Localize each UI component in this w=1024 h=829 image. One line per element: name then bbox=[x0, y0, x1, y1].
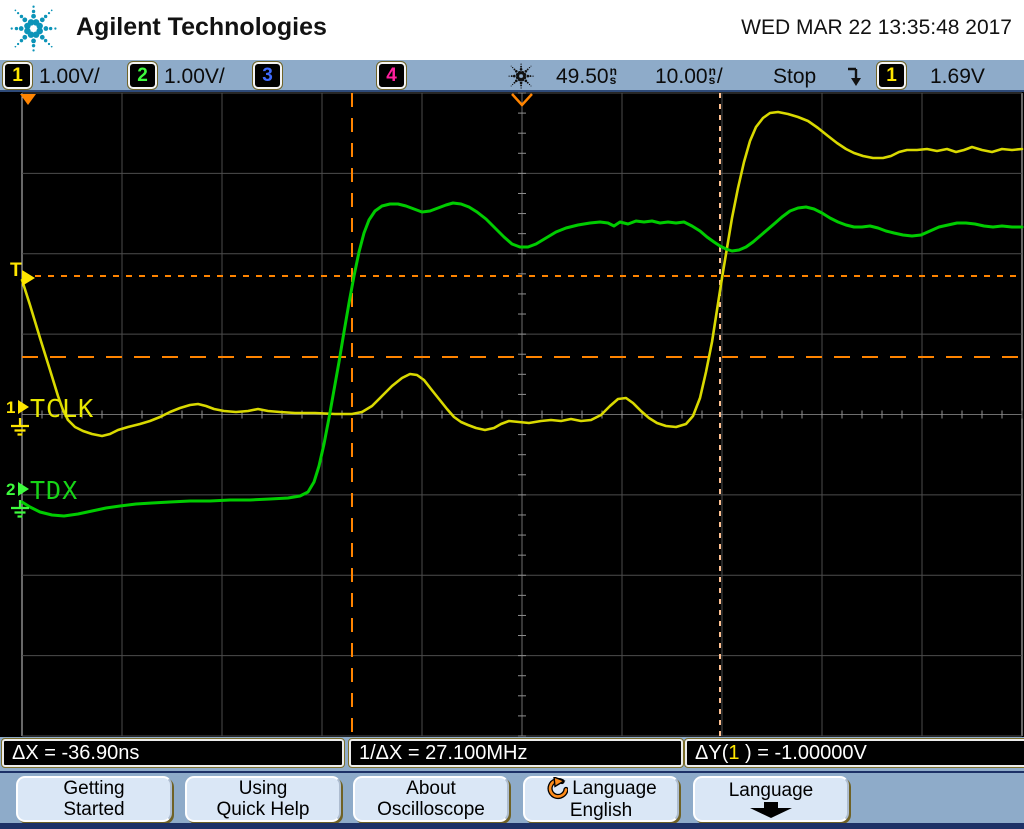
softkey-label: Language bbox=[728, 779, 814, 801]
softkey-label: English bbox=[569, 800, 633, 821]
trigger-level: 1.69V bbox=[930, 65, 985, 88]
ch2-marker-icon bbox=[18, 482, 29, 496]
measurement-bar: ΔX = -36.90ns 1/ΔX = 27.100MHz ΔY(1 ) = … bbox=[0, 737, 1024, 771]
delay-value: 49.50 bbox=[556, 65, 609, 88]
header: Agilent Technologies WED MAR 22 13:35:48… bbox=[0, 0, 1024, 60]
menu-down-arrow-icon bbox=[750, 801, 792, 818]
softkey-language-menu[interactable]: Language bbox=[693, 776, 849, 822]
channel-2-scale: 1.00V/ bbox=[164, 65, 225, 88]
softkey-language-english[interactable]: Language English bbox=[523, 776, 679, 822]
ch2-tdx-waveform bbox=[20, 201, 1024, 518]
cycle-arrow-icon bbox=[547, 777, 569, 800]
datetime-display: WED MAR 22 13:35:48 2017 bbox=[741, 16, 1012, 39]
ch1-marker-number[interactable]: 1 bbox=[6, 398, 16, 417]
softkey-label: Getting bbox=[63, 778, 125, 799]
softbar-bottom-strip bbox=[0, 823, 1024, 829]
softkey-label: Language bbox=[572, 778, 657, 799]
channel-3-badge[interactable]: 3 bbox=[252, 61, 283, 90]
trigger-level-marker-icon[interactable] bbox=[22, 270, 35, 286]
softkey-label: Oscilloscope bbox=[377, 799, 485, 820]
delay-readout: 49.50 n s bbox=[556, 65, 618, 89]
spark-icon bbox=[508, 63, 534, 89]
channel-1-badge[interactable]: 1 bbox=[2, 61, 33, 90]
ch1-tclk-waveform bbox=[20, 110, 1024, 438]
graticule-plot bbox=[20, 92, 1024, 737]
run-state: Stop bbox=[773, 65, 817, 88]
timebase-value: 10.00 bbox=[655, 65, 708, 88]
ch1-marker-icon bbox=[18, 400, 29, 414]
ch1-ground-icon bbox=[11, 418, 29, 436]
softkey-using-quick-help[interactable]: Using Quick Help bbox=[185, 776, 341, 822]
softkey-label: About bbox=[406, 778, 456, 799]
softkey-label: Started bbox=[63, 799, 125, 820]
trigger-slope-icon bbox=[848, 67, 861, 86]
ch2-marker-number[interactable]: 2 bbox=[6, 480, 16, 499]
softkey-about-oscilloscope[interactable]: About Oscilloscope bbox=[353, 776, 509, 822]
delta-y-readout: ΔY(1 ) = -1.00000V bbox=[684, 738, 1024, 768]
softkey-label: Quick Help bbox=[216, 799, 310, 820]
delta-y-channel: 1 bbox=[728, 742, 740, 764]
status-bar: 1 1.00V/ 2 1.00V/ 3 4 49.50 n s 10.00 n s / S… bbox=[0, 60, 1024, 92]
ch2-ground-icon bbox=[11, 500, 29, 518]
ch1-waveform-label: TCLK bbox=[30, 394, 95, 423]
agilent-logo-icon bbox=[10, 5, 57, 52]
channel-1-scale: 1.00V/ bbox=[39, 65, 100, 88]
waveform-display: T 1 TCLK 2 TDX bbox=[0, 92, 1024, 737]
trigger-source-badge[interactable]: 1 bbox=[876, 61, 907, 90]
ch2-waveform-label: TDX bbox=[30, 476, 79, 505]
softkey-bar: Getting Started Using Quick Help About O… bbox=[0, 771, 1024, 829]
softkey-label: Using bbox=[238, 778, 288, 799]
timebase-readout: 10.00 n s / bbox=[655, 64, 723, 88]
channel-2-badge[interactable]: 2 bbox=[127, 61, 158, 90]
inverse-delta-x-readout: 1/ΔX = 27.100MHz bbox=[348, 738, 684, 768]
trigger-level-marker-label[interactable]: T bbox=[10, 260, 22, 281]
delta-x-readout: ΔX = -36.90ns bbox=[1, 738, 345, 768]
channel-4-badge[interactable]: 4 bbox=[376, 61, 407, 90]
softkey-getting-started[interactable]: Getting Started bbox=[16, 776, 172, 822]
brand-title: Agilent Technologies bbox=[76, 13, 327, 41]
